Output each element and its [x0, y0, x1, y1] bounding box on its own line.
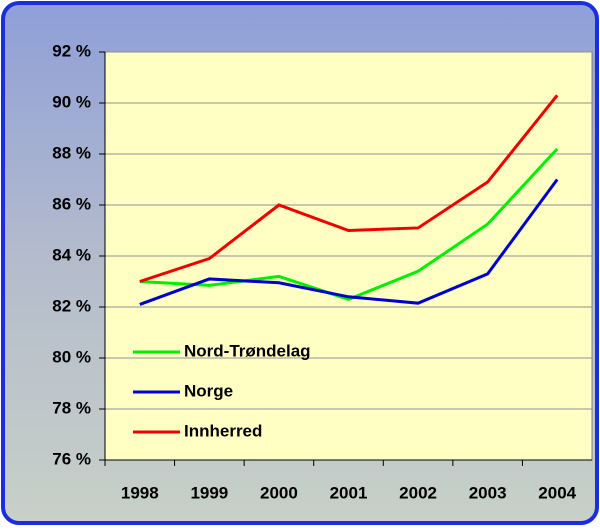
x-tick-label: 2002: [399, 483, 437, 502]
line-series: [139, 147, 559, 301]
legend-label: Nord-Trøndelag: [184, 341, 311, 360]
y-tick-label: 78 %: [52, 398, 91, 417]
y-tick-label: 90 %: [52, 92, 91, 111]
line-series: [139, 94, 559, 283]
y-tick-label: 86 %: [52, 194, 91, 213]
legend-label: Norge: [184, 381, 233, 400]
y-tick-label: 80 %: [52, 347, 91, 366]
x-tick-label: 2000: [260, 483, 298, 502]
x-tick-label: 1999: [190, 483, 228, 502]
y-tick-label: 92 %: [52, 41, 91, 60]
y-tick-label: 82 %: [52, 296, 91, 315]
legend-label: Innherred: [184, 421, 262, 440]
y-tick-label: 84 %: [52, 245, 91, 264]
x-tick-label: 2001: [330, 483, 368, 502]
x-tick-label: 1998: [121, 483, 159, 502]
x-tick-label: 2004: [538, 483, 576, 502]
line-series: [139, 178, 559, 306]
y-tick-label: 88 %: [52, 143, 91, 162]
y-tick-label: 76 %: [52, 449, 91, 468]
x-tick-label: 2003: [469, 483, 507, 502]
